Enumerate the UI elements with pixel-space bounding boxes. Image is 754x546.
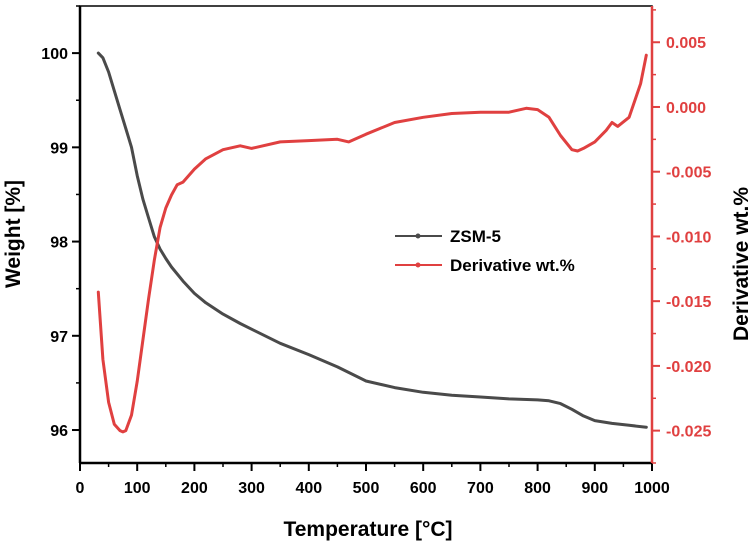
series-line-zsm5 [96, 51, 648, 429]
x-tick-label: 400 [295, 480, 322, 497]
y2-tick-label: 0.000 [666, 100, 706, 117]
x-tick-label: 100 [124, 480, 151, 497]
x-tick-label: 0 [76, 480, 85, 497]
x-tick-label: 200 [181, 480, 208, 497]
legend-label-derivative: Derivative wt.% [450, 256, 575, 275]
series-line-derivative [96, 53, 648, 434]
y2-tick-label: -0.020 [666, 359, 711, 376]
x-tick-label: 300 [238, 480, 265, 497]
y-tick-label: 97 [50, 329, 68, 346]
y2-tick-label: -0.010 [666, 229, 711, 246]
y2-tick-label: -0.015 [666, 294, 711, 311]
plot-area: 0 100 200 300 400 500 600 700 800 900 1000 9697989… [41, 5, 711, 497]
x-axis-ticks: 0 100 200 300 400 500 600 700 800 900 1000 [76, 463, 670, 497]
y-tick-label: 96 [50, 423, 68, 440]
left-y-axis-ticks: 96 97 98 99 100 [41, 5, 80, 440]
right-y-axis-title: Derivative wt.% [730, 187, 753, 341]
y2-tick-label: -0.005 [666, 165, 711, 182]
legend-marker-derivative [415, 262, 421, 268]
legend-label-zsm5: ZSM-5 [450, 227, 501, 246]
x-tick-label: 900 [581, 480, 608, 497]
legend-marker-zsm5 [415, 233, 421, 239]
x-tick-label: 500 [353, 480, 380, 497]
series-layer [96, 51, 648, 434]
right-y-axis-ticks: -0.025 -0.020 -0.015 -0.010 -0.005 0.000 0.005 [652, 9, 711, 464]
y-tick-label: 100 [41, 46, 68, 63]
legend: ZSM-5 Derivative wt.% [395, 227, 575, 275]
y2-tick-label: -0.025 [666, 424, 711, 441]
x-tick-label: 700 [467, 480, 494, 497]
x-tick-label: 1000 [634, 480, 670, 497]
x-axis-title: Temperature [°C] [283, 518, 452, 541]
y-tick-label: 99 [50, 140, 68, 157]
plot-frame [79, 5, 653, 464]
x-tick-label: 800 [524, 480, 551, 497]
x-tick-label: 600 [410, 480, 437, 497]
y-tick-label: 98 [50, 235, 68, 252]
left-y-axis-title: Weight [%] [2, 180, 25, 288]
y2-tick-label: 0.005 [666, 35, 706, 52]
